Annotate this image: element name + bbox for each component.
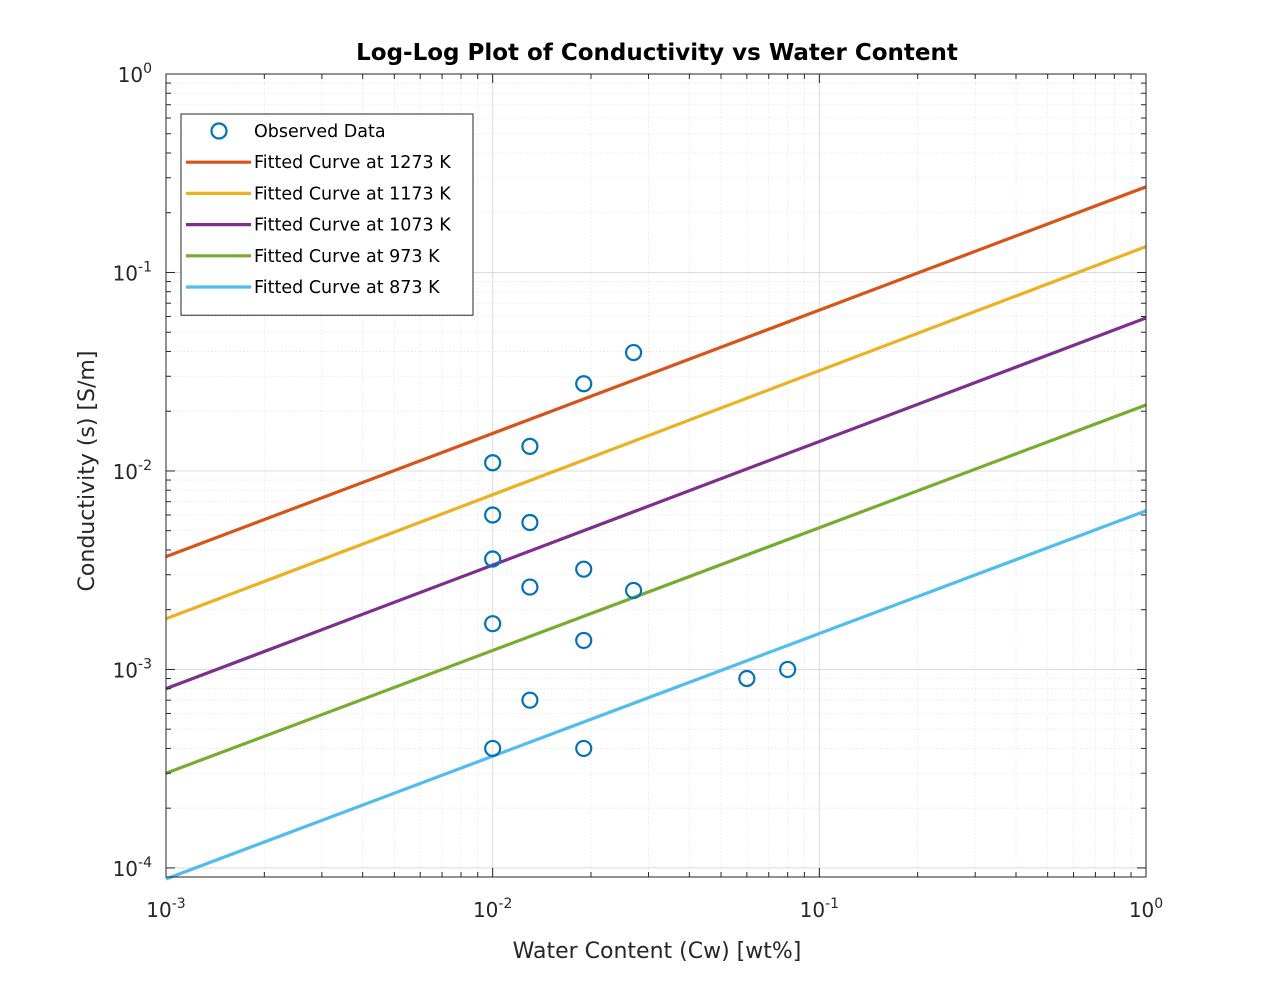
legend-box: [180, 113, 474, 316]
legend-label-2: Fitted Curve at 1073 K: [254, 216, 451, 236]
axes-box: [165, 73, 1147, 878]
y-tick-label-2: 10-2: [113, 458, 152, 484]
legend-label-4: Fitted Curve at 873 K: [254, 278, 440, 298]
observed-points: [484, 343, 797, 758]
x-tick-label-0: 10-3: [146, 896, 185, 922]
observed-point-5: [521, 437, 539, 455]
observed-point-3: [484, 615, 502, 633]
legend: Observed Data Fitted Curve at 1273 K Fitte…: [180, 113, 474, 316]
observed-point-10: [575, 560, 593, 578]
observed-point-4: [484, 739, 502, 758]
y-tick-label-4: 100: [118, 61, 152, 87]
legend-label-observed: Observed Data: [254, 122, 386, 142]
observed-point-7: [521, 578, 539, 596]
chart-title: Log-Log Plot of Conductivity vs Water Co…: [356, 40, 958, 66]
observed-point-12: [575, 739, 593, 758]
legend-marker-observed: [210, 122, 228, 140]
observed-point-0: [484, 454, 502, 472]
y-tick-labels: 10-4 10-3 10-2 10-1 100: [113, 61, 153, 881]
grid: [165, 74, 1146, 878]
observed-point-13: [624, 343, 643, 362]
y-tick-label-0: 10-4: [113, 855, 153, 881]
axes: [165, 73, 1147, 878]
x-axis-label: Water Content (Cw) [wt%]: [513, 939, 802, 964]
y-tick-label-1: 10-3: [113, 656, 152, 682]
observed-point-9: [575, 375, 593, 393]
x-tick-label-2: 10-1: [800, 896, 839, 922]
legend-label-0: Fitted Curve at 1273 K: [254, 153, 451, 173]
observed-point-8: [521, 691, 539, 709]
observed-point-15: [738, 669, 756, 688]
legend-label-3: Fitted Curve at 973 K: [254, 247, 440, 267]
observed-point-6: [521, 513, 539, 532]
y-tick-label-3: 10-1: [113, 259, 152, 285]
x-tick-labels: 10-3 10-2 10-1 100: [146, 896, 1163, 922]
observed-point-14: [624, 581, 643, 600]
x-tick-label-3: 100: [1129, 896, 1163, 922]
observed-point-11: [575, 631, 593, 650]
fit-line-2: [165, 316, 1147, 691]
fit-lines: [165, 185, 1147, 881]
fit-line-4: [165, 509, 1147, 881]
fit-line-0: [165, 185, 1147, 559]
legend-label-1: Fitted Curve at 1173 K: [254, 184, 451, 204]
observed-point-1: [484, 506, 502, 524]
observed-point-2: [484, 550, 502, 568]
y-axis-label: Conductivity (s) [S/m]: [75, 351, 100, 592]
fit-line-3: [165, 403, 1147, 775]
x-tick-label-1: 10-2: [473, 896, 512, 922]
fit-line-1: [165, 245, 1147, 621]
observed-point-16: [779, 660, 797, 679]
